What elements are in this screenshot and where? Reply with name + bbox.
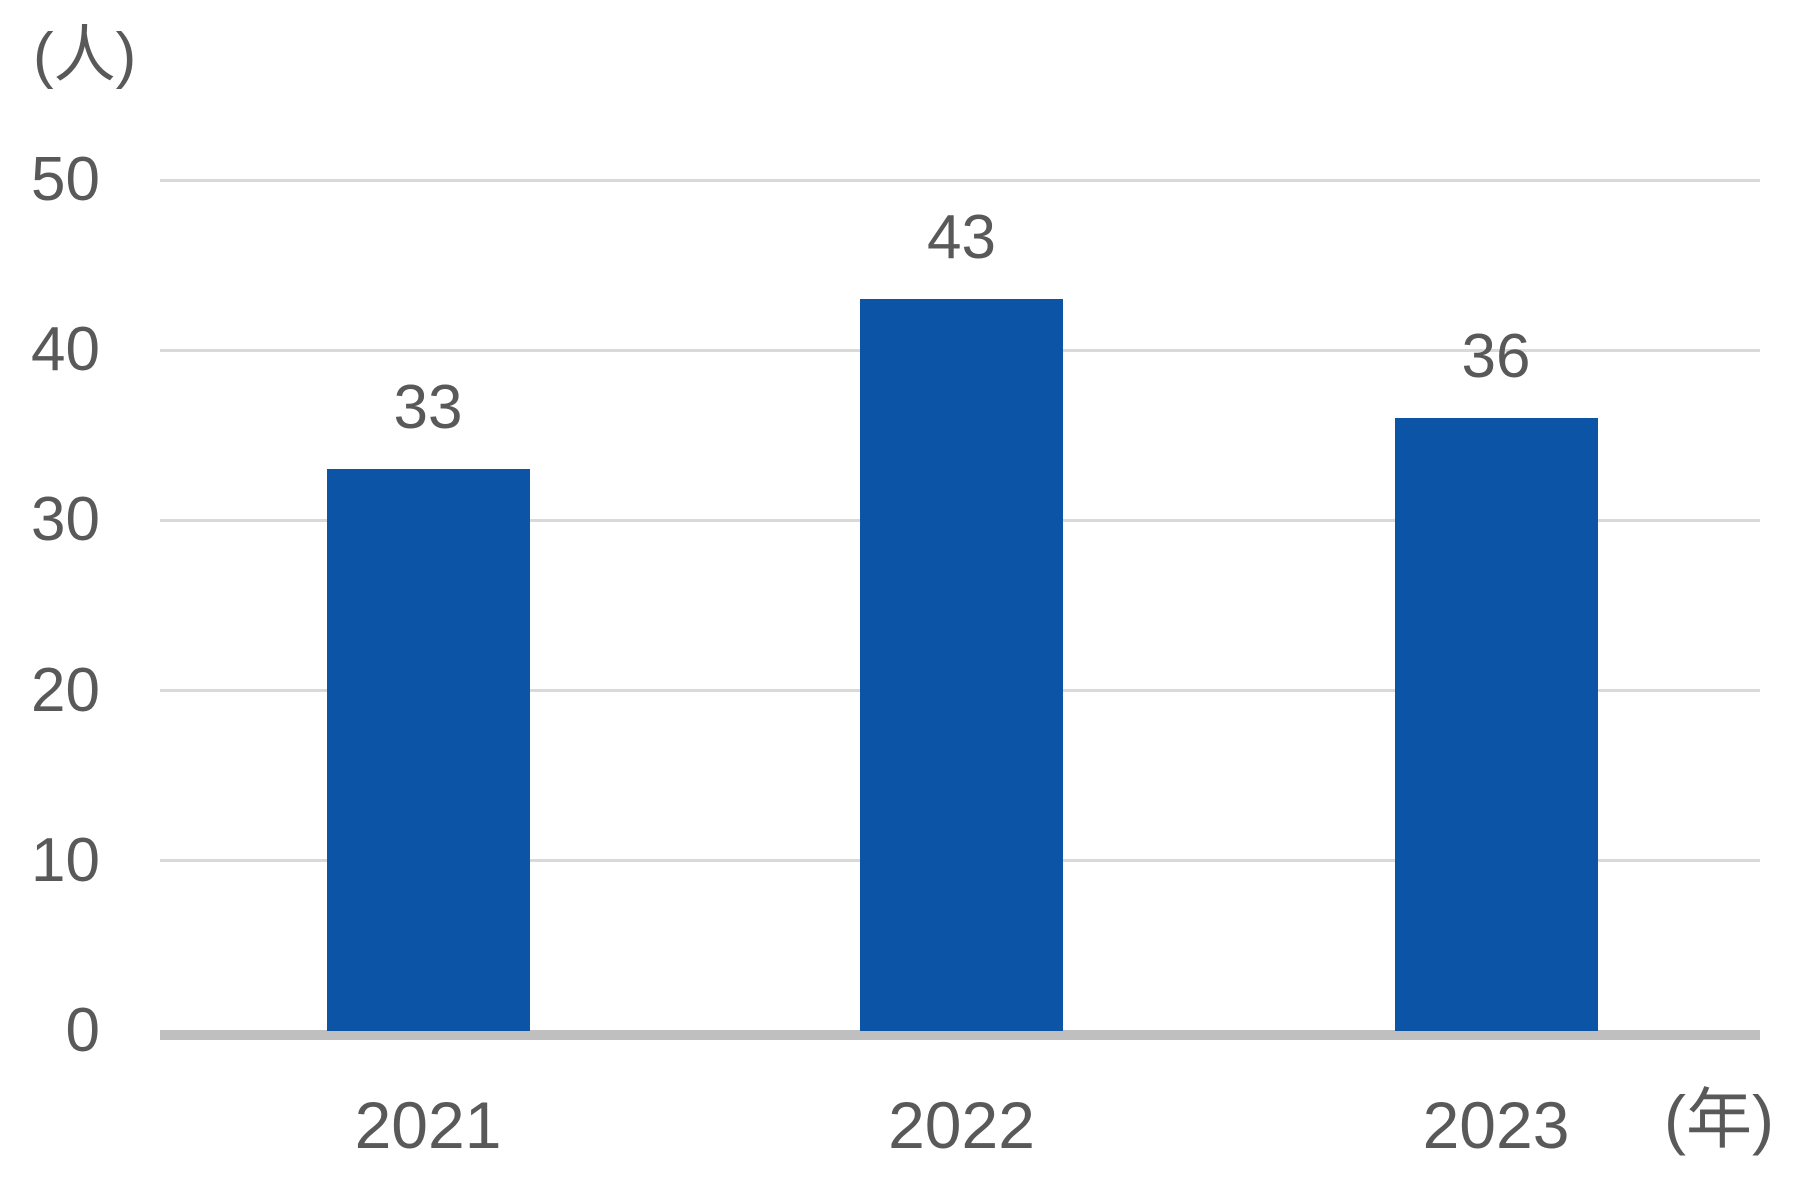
x-axis-unit-label: (年) xyxy=(1664,1082,1774,1156)
y-tick-label: 40 xyxy=(31,315,100,385)
y-tick-label: 10 xyxy=(31,825,100,895)
y-tick-label: 50 xyxy=(31,145,100,214)
x-axis-line xyxy=(160,1030,1760,1040)
x-tick-label: 2022 xyxy=(888,1088,1035,1162)
bar-value-label: 33 xyxy=(393,373,463,443)
gridline xyxy=(160,178,1760,182)
y-tick-label: 20 xyxy=(31,655,100,725)
y-tick-label: 0 xyxy=(65,996,100,1065)
y-axis-unit-label: (人) xyxy=(33,21,137,90)
bar-value-label: 43 xyxy=(927,203,996,273)
bar xyxy=(326,469,530,1031)
bar xyxy=(860,299,1063,1031)
x-tick-label: 2021 xyxy=(354,1088,502,1162)
y-tick-label: 30 xyxy=(31,485,100,555)
bar xyxy=(1394,418,1598,1031)
bar-value-label: 36 xyxy=(1461,322,1531,392)
x-tick-label: 2023 xyxy=(1422,1088,1570,1162)
